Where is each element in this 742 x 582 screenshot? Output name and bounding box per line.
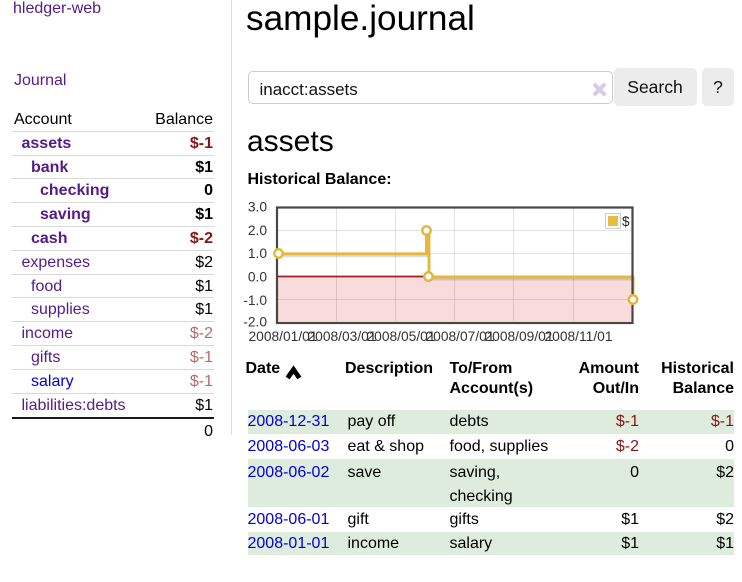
svg-text:2008/05/01: 2008/05/01: [366, 329, 435, 344]
svg-text:2008/03/01: 2008/03/01: [307, 329, 376, 344]
svg-text:2008/09/01: 2008/09/01: [484, 329, 553, 344]
svg-text:3.0: 3.0: [248, 200, 268, 215]
svg-text:2008/01/01: 2008/01/01: [248, 329, 317, 344]
svg-text:2008/11/01: 2008/11/01: [544, 329, 612, 344]
svg-text:-2.0: -2.0: [243, 315, 267, 330]
svg-text:$: $: [622, 214, 630, 229]
svg-text:2.0: 2.0: [248, 223, 268, 238]
svg-text:1.0: 1.0: [248, 246, 268, 261]
svg-text:0.0: 0.0: [248, 270, 268, 285]
svg-text:2008/07/01: 2008/07/01: [425, 329, 494, 344]
svg-text:-1.0: -1.0: [243, 293, 267, 308]
